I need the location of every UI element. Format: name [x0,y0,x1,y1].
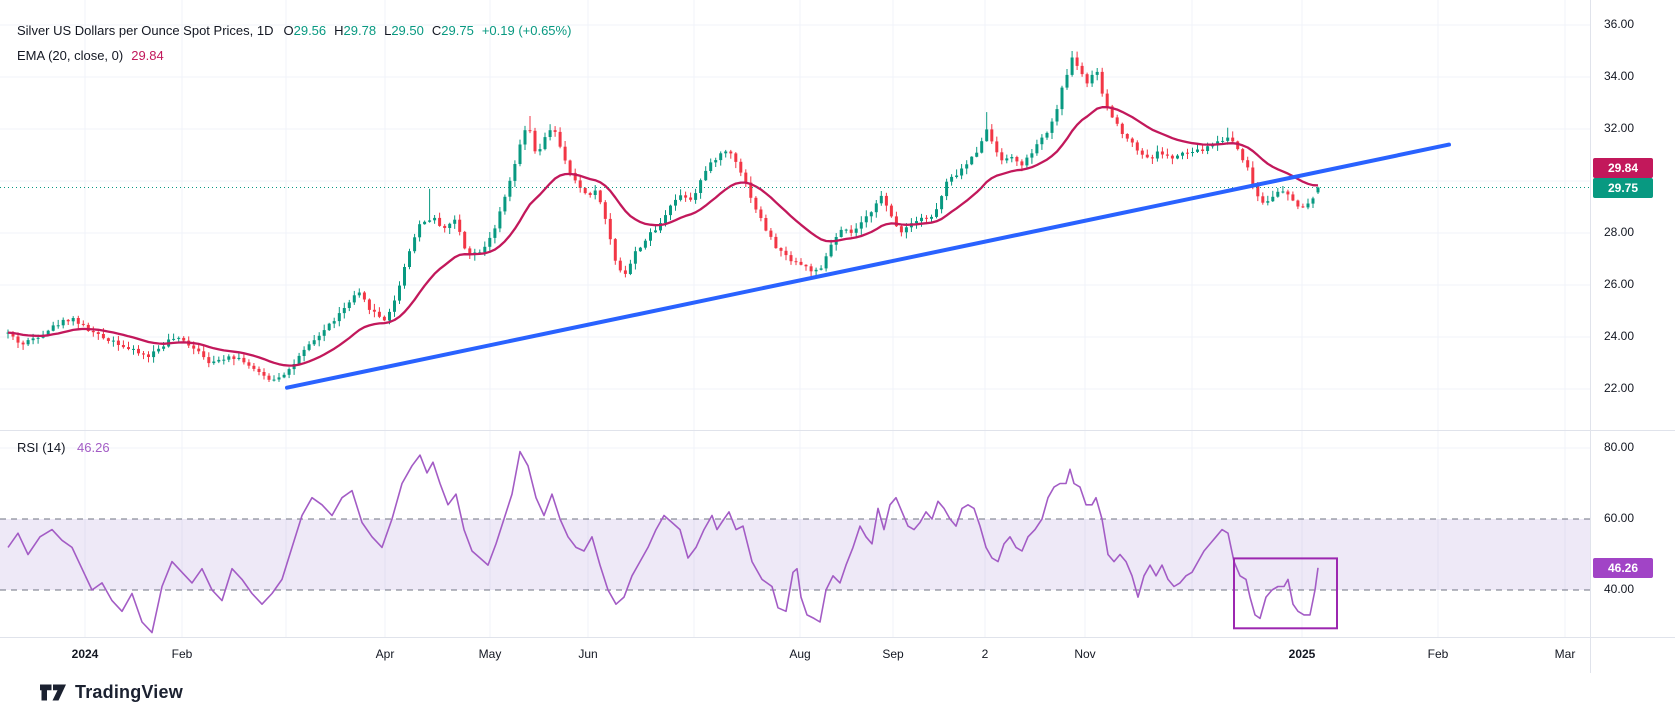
time-axis-label: Feb [171,647,193,661]
time-axis-label: 2 [981,647,989,661]
low-value: 29.50 [391,23,424,38]
time-axis-label: May [478,647,502,661]
change-value: +0.19 (+0.65%) [481,23,572,38]
ema-price-badge: 29.84 [1593,157,1653,178]
ema-indicator-row[interactable]: EMA (20, close, 0) 29.84 [17,43,571,68]
price-axis-label: 34.00 [1604,69,1635,83]
time-axis-label: Apr [375,647,395,661]
rsi-label: RSI (14) [17,440,66,455]
close-label: C [431,23,442,38]
price-axis-label: 22.00 [1604,381,1635,395]
time-axis-label: Aug [789,647,811,661]
ema-line[interactable] [7,105,1319,367]
price-axis-label: 24.00 [1604,329,1635,343]
time-axis-label: Nov [1074,647,1096,661]
ema-label: EMA (20, close, 0) [17,48,124,63]
high-label: H [334,23,344,38]
tradingview-logo-icon [40,684,66,701]
price-axis-label: 32.00 [1604,121,1635,135]
trendline[interactable] [285,142,1451,390]
rsi-axis-label: 40.00 [1604,582,1635,596]
time-axis-label: Sep [882,647,904,661]
time-axis-label: 2025 [1288,647,1316,661]
time-axis-label: Feb [1427,647,1449,661]
time-axis-label: Mar [1554,647,1576,661]
tradingview-logo[interactable]: TradingView [40,682,183,703]
rsi-axis-label: 60.00 [1604,511,1635,525]
price-axis-label: 28.00 [1604,225,1635,239]
high-value: 29.78 [343,23,377,38]
ema-value: 29.84 [131,48,164,63]
rsi-band [0,519,1590,590]
rsi-indicator-row[interactable]: RSI (14) 46.26 [17,438,110,458]
close-value: 29.75 [441,23,474,38]
time-axis-label: Jun [578,647,598,661]
price-axis-label: 36.00 [1604,17,1635,31]
symbol-info-row[interactable]: Silver US Dollars per Ounce Spot Prices,… [17,18,571,43]
symbol-title: Silver US Dollars per Ounce Spot Prices,… [17,23,274,38]
rsi-highlight-box[interactable] [1233,557,1338,630]
brand-name: TradingView [75,682,183,702]
rsi-axis-label: 80.00 [1604,440,1635,454]
open-value: 29.56 [293,23,327,38]
last-price-badge: 29.75 [1593,177,1653,198]
open-label: O [283,23,294,38]
price-axis-separator [1590,0,1591,673]
rsi-value: 46.26 [77,440,110,455]
low-label: L [384,23,392,38]
price-axis-label: 26.00 [1604,277,1635,291]
footer: TradingView [0,673,1675,718]
pane-separator[interactable] [0,430,1675,431]
time-axis-label: 2024 [71,647,99,661]
rsi-value-badge: 46.26 [1593,557,1653,578]
rsi-line[interactable] [7,450,1319,634]
time-axis-separator [0,637,1675,638]
candles-layer[interactable] [6,51,1320,382]
symbol-legend: Silver US Dollars per Ounce Spot Prices,… [17,18,571,68]
